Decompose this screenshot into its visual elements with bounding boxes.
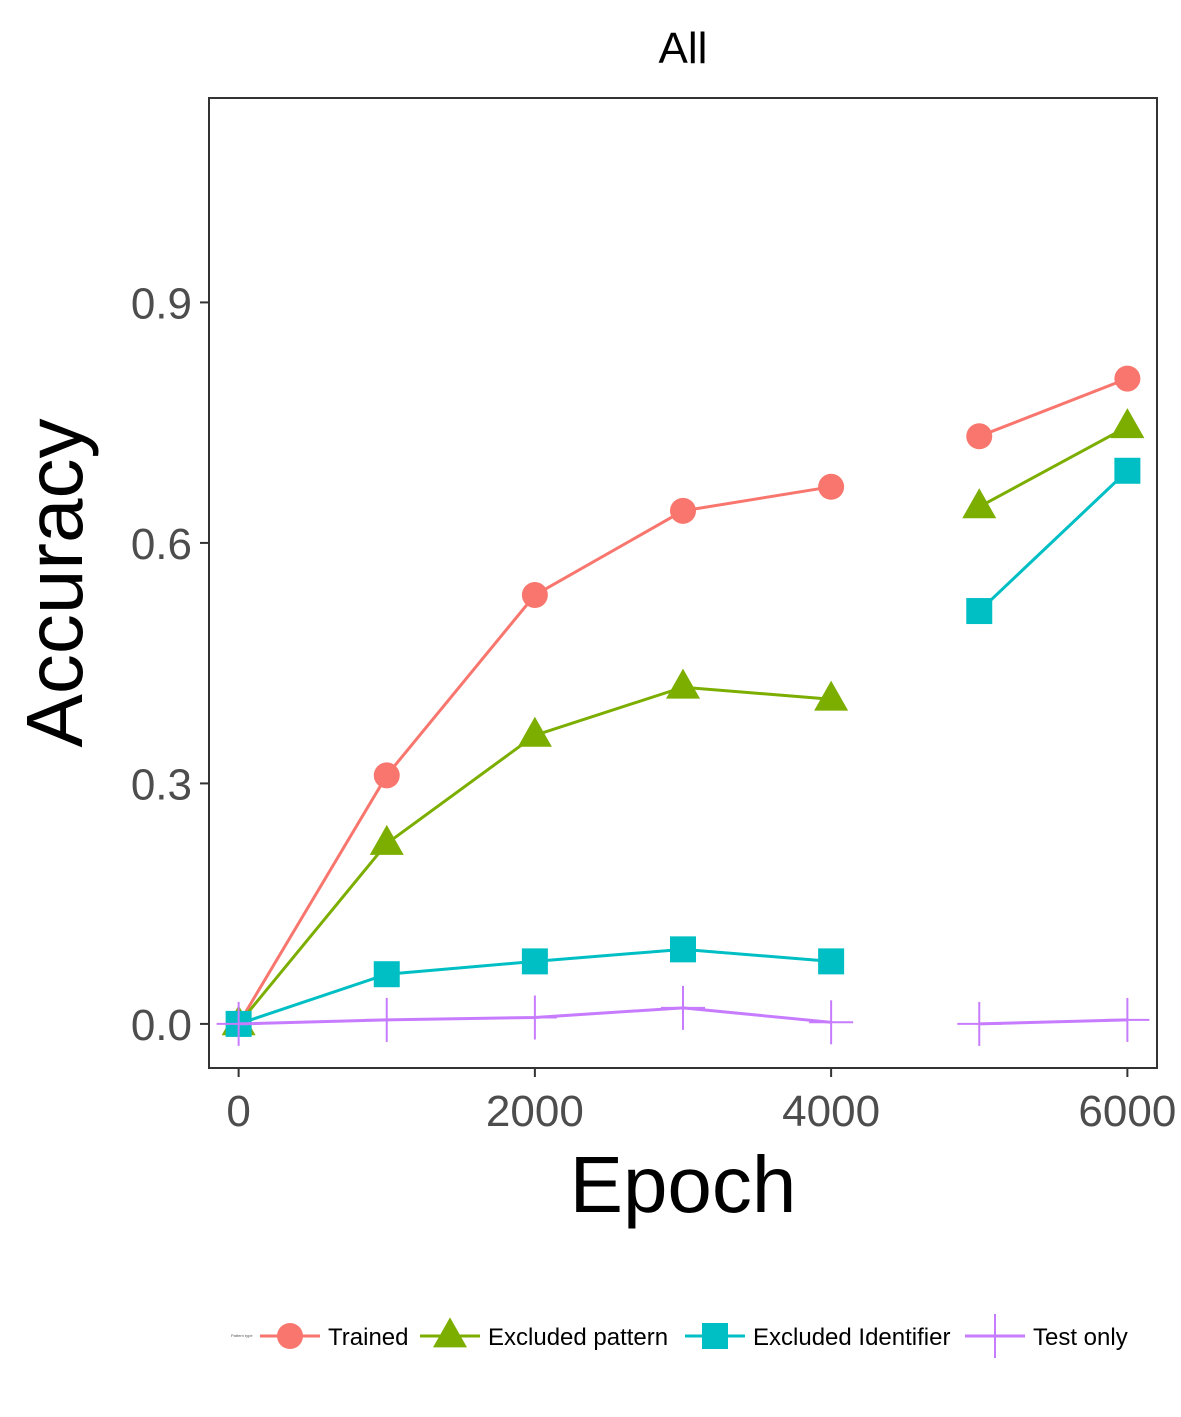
chart-title: All [659,24,708,73]
series-line-test-only [979,1018,1128,1026]
legend-key-excluded-identifier [685,1323,745,1349]
data-point-trained [1114,365,1141,392]
legend-label-excluded-identifier: Excluded Identifier [753,1324,950,1351]
series-line-trained [237,485,832,1025]
x-axis: 0 2000 4000 6000 [226,1068,1176,1136]
data-point-trained [373,762,400,789]
legend-key-excluded-pattern [420,1317,480,1348]
series-line-excluded-identifier [978,469,1129,613]
data-point-excluded-pattern [1110,408,1145,439]
series-trained [225,365,1141,1037]
legend-title: Pattern type [231,1333,253,1338]
y-axis: 0.0 0.3 0.6 0.9 [131,279,209,1050]
data-point-excluded-pattern [666,668,700,699]
data-point-excluded-identifier [373,961,400,988]
data-point-excluded-identifier [818,948,845,975]
data-point-test-only [216,1001,261,1046]
data-point-test-only [512,995,557,1040]
series-line-excluded-pattern [978,425,1129,509]
data-point-excluded-pattern [369,824,404,855]
data-point-excluded-pattern [962,488,997,519]
legend-key-trained [260,1323,320,1349]
y-tick-label: 0.9 [131,279,192,328]
data-point-excluded-identifier [966,598,993,625]
legend-key-test-only [965,1314,1025,1358]
y-tick-label: 0.0 [131,1001,192,1050]
legend-marker-excluded-pattern [433,1317,467,1348]
panel-border [208,97,1158,1069]
y-tick-label: 0.3 [131,760,192,809]
data-point-test-only [809,1000,854,1045]
legend-marker-test-only [973,1314,1017,1358]
x-axis-label: Epoch [570,1140,797,1229]
legend-label-test-only: Test only [1033,1324,1128,1351]
series-excluded-identifier [225,457,1141,1037]
data-point-excluded-pattern [814,680,849,711]
data-point-trained [966,423,993,450]
data-point-trained [521,582,548,609]
data-point-trained [670,497,696,524]
data-point-excluded-identifier [1114,457,1141,484]
data-point-excluded-identifier [521,948,548,975]
legend: Pattern type Trained Excluded pattern Exclu… [231,1314,1128,1358]
data-point-test-only [957,1001,1002,1046]
x-tick-label: 6000 [1078,1087,1176,1136]
legend-marker-trained [277,1323,303,1349]
legend-label-excluded-pattern: Excluded pattern [488,1324,668,1351]
series-test-only [216,985,1150,1046]
y-axis-label: Accuracy [10,419,99,748]
data-point-excluded-identifier [670,936,696,963]
y-tick-label: 0.6 [131,520,192,569]
legend-marker-excluded-identifier [702,1323,728,1349]
x-tick-label: 4000 [782,1087,880,1136]
plot-area [216,365,1150,1046]
x-tick-label: 2000 [486,1087,584,1136]
data-point-test-only [364,997,409,1042]
data-point-test-only [1105,997,1150,1042]
x-tick-label: 0 [226,1087,250,1136]
legend-label-trained: Trained [328,1324,408,1351]
data-point-test-only [661,985,705,1030]
series-line-trained [978,377,1128,438]
data-point-excluded-pattern [517,716,552,747]
data-point-trained [818,473,845,500]
